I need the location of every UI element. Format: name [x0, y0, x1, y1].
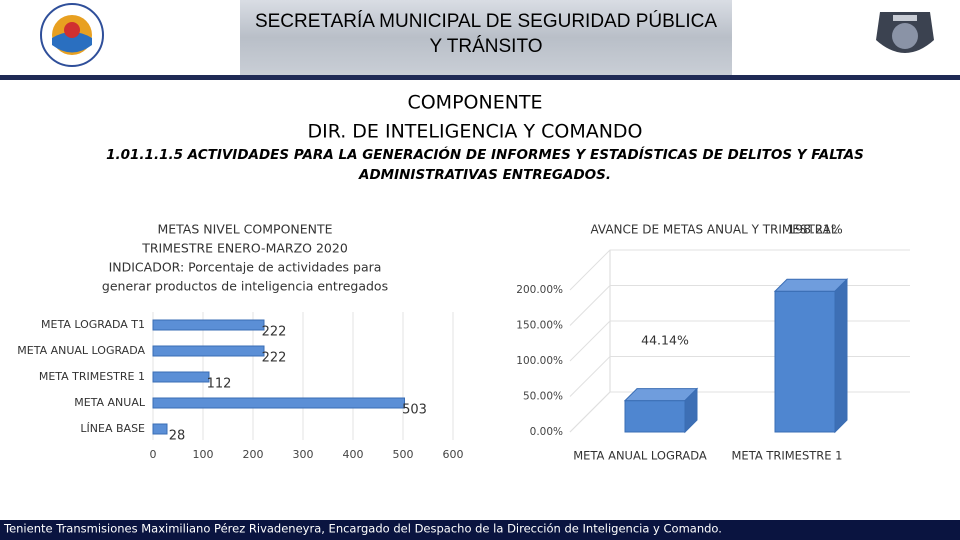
data-label: 28	[169, 429, 186, 444]
header-rule	[0, 75, 960, 80]
header-line: SECRETARÍA MUNICIPAL DE SEGURIDAD PÚBLIC…	[255, 10, 717, 32]
x-tick-label: META TRIMESTRE 1	[732, 449, 843, 463]
subheading: 1.01.1.1.5 ACTIVIDADES PARA LA GENERACIÓ…	[106, 147, 864, 183]
x-tick-label: 100	[193, 448, 214, 461]
y-tick-label: META LOGRADA T1	[41, 318, 145, 331]
y-tick-label: 200.00%	[516, 284, 563, 296]
bar	[152, 371, 210, 383]
bar	[774, 290, 836, 433]
heading-line: DIR. DE INTELIGENCIA Y COMANDO	[307, 121, 642, 143]
heading-line: COMPONENTE	[407, 92, 542, 114]
left-logo	[40, 3, 104, 67]
bar	[152, 345, 265, 357]
right-logo	[876, 12, 934, 53]
chart-title: AVANCE DE METAS ANUAL Y TRIMESTRAL	[590, 223, 837, 237]
x-tick-label: 0	[150, 448, 157, 461]
bar-depth	[834, 278, 848, 434]
y-tick-label: 150.00%	[516, 320, 563, 332]
x-tick-label: META ANUAL LOGRADA	[573, 449, 707, 463]
grid-line	[569, 391, 910, 433]
x-tick-label: 200	[243, 448, 264, 461]
header-banner	[240, 0, 732, 75]
data-label: 503	[402, 403, 427, 418]
y-tick-label: META TRIMESTRE 1	[39, 370, 145, 383]
bar	[152, 423, 168, 435]
bar	[152, 397, 405, 409]
x-tick-label: 500	[393, 448, 414, 461]
grid-line	[569, 249, 910, 291]
chart-title: INDICADOR: Porcentaje de actividades par…	[109, 260, 382, 275]
grid-line	[569, 320, 910, 362]
data-label: 44.14%	[641, 333, 689, 348]
footer-text: Teniente Transmisiones Maximiliano Pérez…	[3, 522, 722, 536]
data-label: 112	[207, 377, 232, 392]
grid-line	[569, 356, 910, 397]
header-line: Y TRÁNSITO	[430, 36, 543, 57]
chart-title: generar productos de inteligencia entreg…	[102, 279, 388, 294]
bar	[152, 319, 265, 331]
y-tick-label: 100.00%	[516, 355, 563, 367]
subheading-box: 1.01.1.1.5 ACTIVIDADES PARA LA GENERACIÓ…	[106, 147, 864, 183]
bar-depth	[684, 387, 698, 434]
data-label: 222	[262, 325, 287, 340]
footer-bar	[0, 520, 960, 540]
y-tick-label: 50.00%	[523, 391, 563, 403]
data-label: 222	[262, 351, 287, 366]
grid-line	[569, 285, 910, 326]
y-tick-label: LÍNEA BASE	[80, 422, 145, 435]
data-label: 198.21%	[787, 222, 843, 237]
chart-title: METAS NIVEL COMPONENTE	[157, 222, 332, 237]
y-tick-label: META ANUAL	[74, 396, 146, 409]
y-tick-label: 0.00%	[530, 426, 563, 438]
x-tick-label: 400	[343, 448, 364, 461]
x-tick-label: 600	[443, 448, 464, 461]
y-tick-label: META ANUAL LOGRADA	[17, 344, 145, 357]
bar	[624, 400, 686, 433]
chart-title: TRIMESTRE ENERO-MARZO 2020	[141, 241, 348, 256]
x-tick-label: 300	[293, 448, 314, 461]
